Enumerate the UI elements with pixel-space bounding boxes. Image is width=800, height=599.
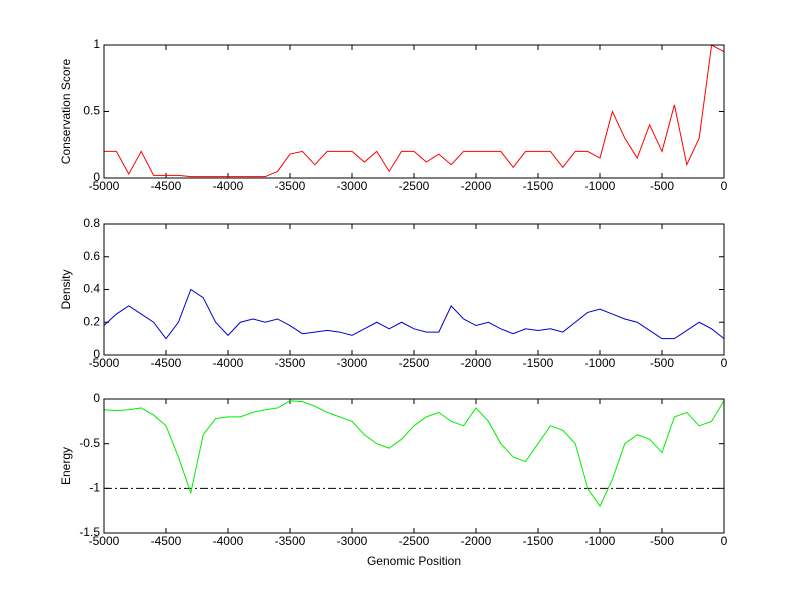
x-tick-label: -2500: [399, 534, 430, 548]
x-tick-label: -3000: [337, 356, 368, 370]
axes-box: [103, 44, 725, 179]
y-axis-label: Density: [59, 269, 73, 309]
x-tick-label: 0: [721, 534, 728, 548]
x-tick-label: -5000: [89, 356, 120, 370]
x-tick-label: -2000: [461, 179, 492, 193]
x-tick-label: -1500: [523, 534, 554, 548]
x-tick-label: -2000: [461, 356, 492, 370]
x-tick-label: -3000: [337, 534, 368, 548]
x-tick-label: -1500: [523, 356, 554, 370]
y-axis-label: Energy: [59, 447, 73, 485]
x-tick-label: -3500: [275, 356, 306, 370]
x-tick-label: -3000: [337, 179, 368, 193]
x-tick-label: -4500: [151, 179, 182, 193]
x-tick-label: -2500: [399, 179, 430, 193]
x-tick-label: -4000: [213, 356, 244, 370]
x-tick-label: -5000: [89, 534, 120, 548]
y-tick-label: 0.6: [83, 249, 100, 263]
x-tick-label: -4000: [213, 179, 244, 193]
x-tick-label: -4500: [151, 534, 182, 548]
x-tick-label: -4500: [151, 356, 182, 370]
x-tick-label: -2500: [399, 356, 430, 370]
x-tick-label: -2000: [461, 534, 492, 548]
y-tick-label: 0.4: [83, 282, 100, 296]
x-tick-label: -500: [650, 356, 674, 370]
x-tick-label: -4000: [213, 534, 244, 548]
data-line: [103, 400, 725, 508]
x-tick-label: 0: [721, 179, 728, 193]
y-tick-label: 0: [93, 391, 100, 405]
y-tick-label: -0.5: [79, 436, 100, 450]
y-tick-label: 0: [93, 347, 100, 361]
x-tick-label: -500: [650, 179, 674, 193]
data-line: [103, 288, 725, 340]
x-tick-label: 0: [721, 356, 728, 370]
data-line: [104, 44, 725, 178]
x-tick-label: -3500: [275, 534, 306, 548]
x-tick-label: -5000: [89, 179, 120, 193]
x-tick-label: -1000: [585, 356, 616, 370]
y-tick-label: 0.5: [83, 104, 100, 118]
y-tick-label: 0: [93, 170, 100, 184]
x-tick-label: -1000: [585, 534, 616, 548]
y-tick-label: 0.2: [83, 314, 100, 328]
x-tick-label: -1000: [585, 179, 616, 193]
y-tick-label: 1: [93, 37, 100, 51]
x-axis-label: Genomic Position: [367, 554, 461, 568]
y-tick-label: 0.8: [83, 216, 100, 230]
x-tick-label: -3500: [275, 179, 306, 193]
axes-box: [103, 398, 725, 534]
axes-box: [103, 223, 725, 356]
y-axis-label: Conservation Score: [59, 58, 73, 164]
x-tick-label: -1500: [523, 179, 554, 193]
y-tick-label: -1: [89, 481, 100, 495]
y-tick-label: -1.5: [79, 525, 100, 539]
x-tick-label: -500: [650, 534, 674, 548]
